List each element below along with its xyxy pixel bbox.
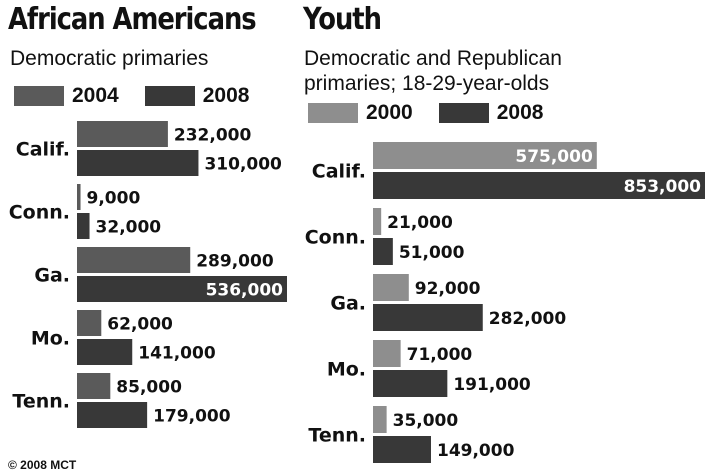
- bar-ga-2008: [77, 276, 287, 302]
- value-label-tenn-2000: 35,000: [393, 411, 459, 431]
- category-label-conn: Conn.: [9, 202, 70, 224]
- value-label-conn-2008: 32,000: [96, 218, 162, 238]
- category-label-mo: Mo.: [31, 328, 70, 350]
- value-label-tenn-2008: 179,000: [153, 407, 231, 427]
- value-label-calif-2008: 310,000: [204, 155, 282, 175]
- category-label-calif: Calif.: [312, 161, 366, 183]
- bar-tenn-2008: [373, 436, 431, 463]
- category-label-conn: Conn.: [305, 227, 366, 249]
- youth-subtitle-line2: primaries; 18-29-year-olds: [304, 72, 550, 95]
- bar-mo-2008: [77, 339, 133, 365]
- bar-calif-2008: [373, 172, 705, 199]
- value-label-mo-2000: 71,000: [407, 345, 473, 365]
- value-label-tenn-2004: 85,000: [116, 378, 182, 398]
- value-label-tenn-2008: 149,000: [437, 441, 515, 461]
- category-label-ga: Ga.: [34, 265, 70, 287]
- category-label-tenn: Tenn.: [12, 391, 70, 413]
- youth-title: Youth: [303, 2, 382, 37]
- bar-conn-2008: [373, 238, 393, 265]
- value-label-calif-2004: 232,000: [174, 126, 252, 146]
- youth-subtitle-line1: Democratic and Republican: [304, 47, 562, 70]
- value-label-ga-2008: 282,000: [489, 309, 567, 329]
- legend-swatch-2008-left: [144, 86, 195, 106]
- youth-panel: Youth Democratic and Republican primarie…: [300, 0, 709, 468]
- value-label-conn-2004: 9,000: [87, 189, 141, 209]
- youth-bar-chart: Calif. 575,000 853,000 Conn. 21,000 51,000 Ga.…: [305, 142, 705, 463]
- bar-mo-2008: [373, 370, 448, 397]
- value-label-conn-2000: 21,000: [387, 213, 453, 233]
- bar-tenn-2004: [77, 373, 111, 399]
- african-americans-title: African Americans: [8, 2, 257, 37]
- bar-ga-2004: [77, 247, 191, 273]
- value-label-calif-2008: 853,000: [624, 177, 702, 197]
- bar-mo-2004: [77, 310, 102, 336]
- legend-label-2008-left: 2008: [202, 84, 250, 107]
- bar-ga-2008: [373, 304, 483, 331]
- bar-calif-2000: [373, 142, 597, 169]
- bar-conn-2008: [77, 213, 90, 239]
- value-label-ga-2000: 92,000: [415, 279, 481, 299]
- value-label-ga-2008: 536,000: [206, 281, 284, 301]
- category-label-tenn: Tenn.: [308, 425, 366, 447]
- category-label-mo: Mo.: [327, 359, 366, 381]
- value-label-calif-2000: 575,000: [515, 147, 593, 167]
- credit-text: © 2008 MCT: [8, 458, 77, 472]
- legend-label-2008-right: 2008: [496, 101, 544, 124]
- bar-conn-2000: [373, 208, 382, 235]
- value-label-ga-2004: 289,000: [196, 252, 274, 272]
- african-americans-bar-chart: Calif. 232,000 310,000 Conn. 9,000 32,000 Ga. 2…: [9, 121, 287, 428]
- legend-swatch-2000: [308, 103, 358, 123]
- legend-label-2000: 2000: [366, 101, 413, 124]
- bar-calif-2008: [77, 150, 199, 176]
- legend-swatch-2004: [14, 86, 64, 106]
- bar-conn-2004: [77, 184, 81, 210]
- value-label-conn-2008: 51,000: [399, 243, 465, 263]
- bar-tenn-2008: [77, 402, 148, 428]
- value-label-mo-2008: 191,000: [453, 375, 531, 395]
- bar-calif-2004: [77, 121, 168, 147]
- value-label-mo-2008: 141,000: [138, 344, 216, 364]
- category-label-ga: Ga.: [330, 293, 366, 315]
- bar-ga-2000: [373, 274, 409, 301]
- african-americans-legend: 2004 2008: [14, 84, 275, 108]
- category-label-calif: Calif.: [16, 139, 70, 161]
- youth-legend: 2000 2008: [308, 101, 569, 125]
- bar-mo-2000: [373, 340, 401, 367]
- legend-swatch-2008-right: [438, 103, 489, 123]
- value-label-mo-2004: 62,000: [107, 315, 173, 335]
- bar-tenn-2000: [373, 406, 387, 433]
- african-americans-subtitle: Democratic primaries: [10, 47, 209, 70]
- african-americans-panel: African Americans Democratic primaries 2…: [0, 0, 300, 472]
- legend-label-2004: 2004: [72, 84, 119, 107]
